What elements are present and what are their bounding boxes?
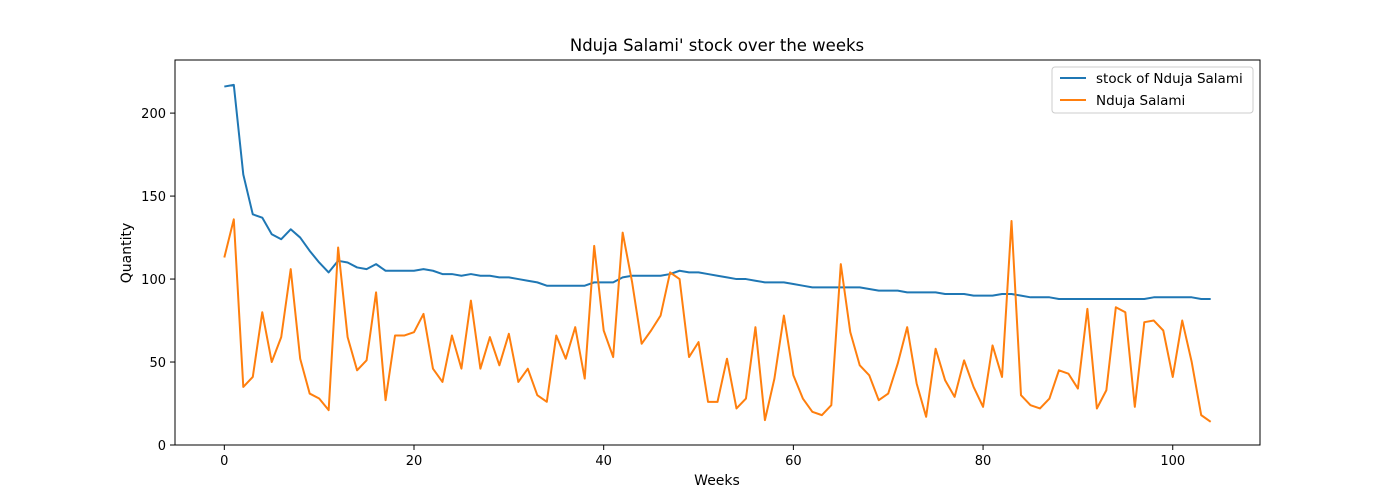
legend-label-nduja-salami: Nduja Salami	[1096, 93, 1185, 109]
x-axis-label: Weeks	[694, 473, 740, 489]
plot-area	[174, 59, 1261, 446]
x-axis-ticks: 0 20 40 60 80 100	[220, 445, 1185, 469]
y-axis-label: Quantity	[119, 223, 135, 284]
x-tick-label: 0	[220, 454, 228, 469]
y-tick-label: 50	[149, 356, 166, 371]
series-layer	[223, 83, 1212, 423]
legend: stock of Nduja Salami Nduja Salami	[1051, 66, 1254, 114]
x-tick-label: 80	[975, 454, 992, 469]
y-tick-label: 150	[141, 190, 166, 205]
x-tick-label: 100	[1160, 454, 1185, 469]
x-tick-label: 40	[595, 454, 612, 469]
series-line-0	[224, 83, 1211, 300]
y-tick-label: 0	[158, 439, 166, 454]
plot-frame	[174, 59, 1261, 446]
series-line-1	[223, 218, 1212, 423]
y-axis-ticks: 0 50 100 150 200	[141, 107, 175, 454]
y-tick-label: 200	[141, 107, 166, 122]
y-tick-label: 100	[141, 273, 166, 288]
x-tick-label: 20	[406, 454, 423, 469]
legend-label-stock: stock of Nduja Salami	[1096, 71, 1243, 87]
x-tick-label: 60	[785, 454, 802, 469]
legend-box	[1051, 66, 1254, 114]
chart-title: Nduja Salami' stock over the weeks	[570, 36, 864, 55]
